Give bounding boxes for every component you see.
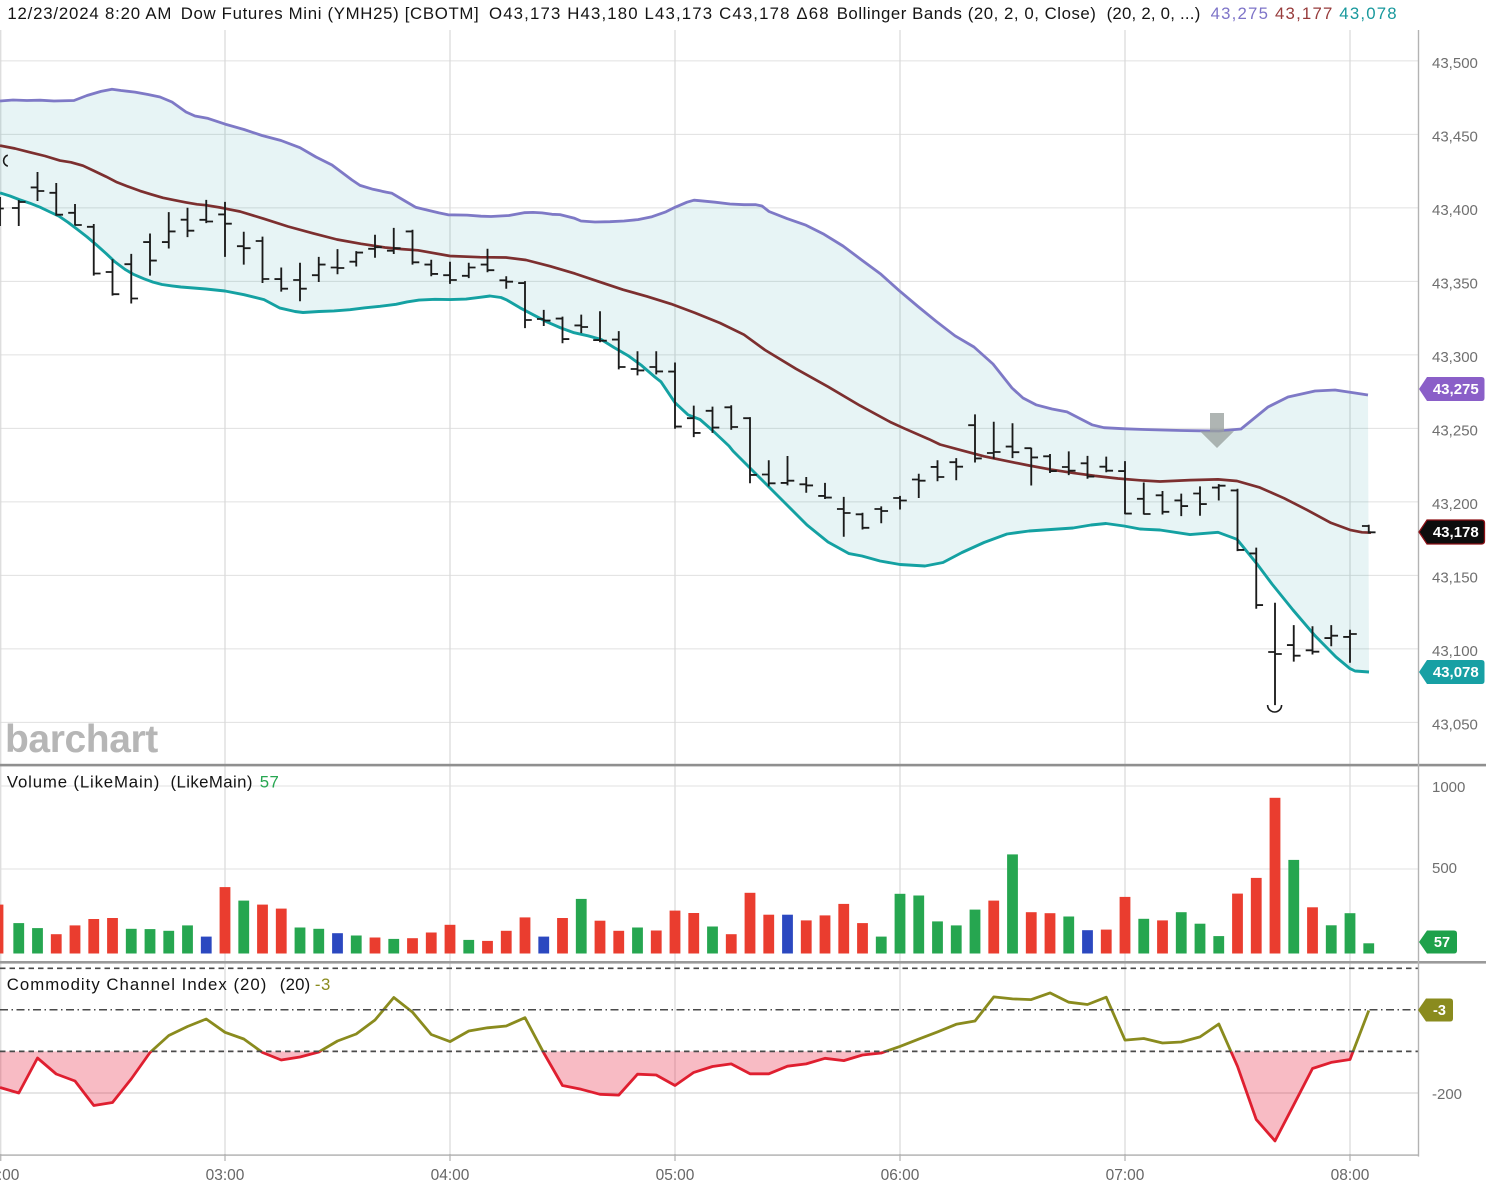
svg-text:12/23/2024 8:20 AM: 12/23/2024 8:20 AM [7, 4, 172, 23]
svg-text:(LikeMain): (LikeMain) [171, 773, 253, 792]
svg-text:43,450: 43,450 [1432, 128, 1478, 145]
svg-text:43,275: 43,275 [1433, 381, 1479, 398]
svg-text:(20, 2, 0, ...): (20, 2, 0, ...) [1107, 4, 1201, 23]
svg-text:-200: -200 [1432, 1086, 1462, 1103]
svg-text:Commodity Channel Index (20): Commodity Channel Index (20) [7, 975, 268, 994]
svg-text:43,300: 43,300 [1432, 349, 1478, 366]
svg-text:57: 57 [1434, 935, 1450, 951]
svg-text:O43,173 H43,180 L43,173 C43,17: O43,173 H43,180 L43,173 C43,178 Δ68 [489, 4, 830, 23]
svg-text:07:00: 07:00 [1106, 1167, 1145, 1184]
svg-text:barchart: barchart [5, 718, 158, 761]
svg-text:43,275: 43,275 [1211, 4, 1270, 23]
svg-text:43,100: 43,100 [1432, 643, 1478, 660]
svg-text:Volume (LikeMain): Volume (LikeMain) [7, 773, 160, 792]
svg-text:05:00: 05:00 [656, 1167, 695, 1184]
svg-text:43,078: 43,078 [1433, 664, 1479, 681]
svg-text:(20): (20) [280, 975, 311, 994]
svg-text:03:00: 03:00 [206, 1167, 245, 1184]
svg-text:43,350: 43,350 [1432, 275, 1478, 292]
svg-text:04:00: 04:00 [431, 1167, 470, 1184]
svg-text:57: 57 [260, 773, 280, 792]
svg-text:43,200: 43,200 [1432, 496, 1478, 513]
svg-text:43,177: 43,177 [1275, 4, 1334, 23]
svg-text:-3: -3 [1433, 1003, 1446, 1019]
svg-text:1000: 1000 [1432, 779, 1465, 796]
svg-text:43,050: 43,050 [1432, 716, 1478, 733]
svg-text:43,078: 43,078 [1339, 4, 1398, 23]
svg-text:02:00: 02:00 [0, 1167, 20, 1184]
svg-text:Bollinger Bands (20, 2, 0, Clo: Bollinger Bands (20, 2, 0, Close) [837, 4, 1097, 23]
svg-text:43,400: 43,400 [1432, 202, 1478, 219]
svg-text:43,178: 43,178 [1433, 524, 1479, 541]
svg-text:43,250: 43,250 [1432, 422, 1478, 439]
svg-text:43,500: 43,500 [1432, 55, 1478, 72]
svg-text:-3: -3 [315, 975, 331, 994]
svg-text:08:00: 08:00 [1331, 1167, 1370, 1184]
svg-text:06:00: 06:00 [881, 1167, 920, 1184]
svg-text:500: 500 [1432, 860, 1457, 877]
svg-text:Dow Futures Mini (YMH25) [CBOT: Dow Futures Mini (YMH25) [CBOTM] [181, 4, 480, 23]
svg-text:43,150: 43,150 [1432, 569, 1478, 586]
